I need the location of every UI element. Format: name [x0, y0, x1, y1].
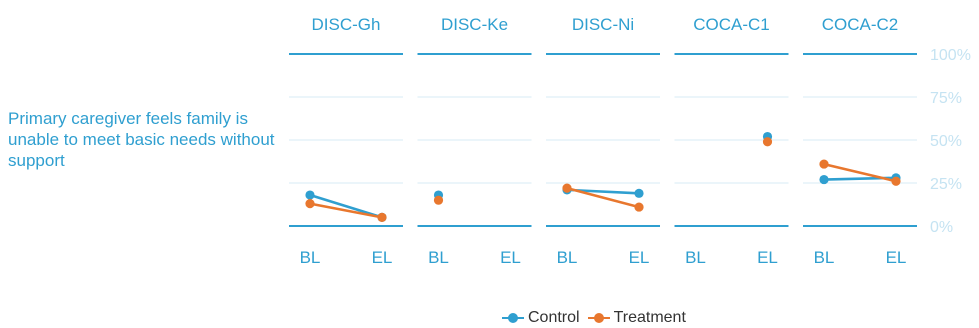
legend-item-treatment: Treatment	[587, 309, 686, 327]
series-line-treatment	[823, 162, 897, 183]
legend-label-treatment: Treatment	[613, 309, 686, 326]
x-tick-label: EL	[500, 248, 521, 267]
facet-title-disc-ni: DISC-Ni	[572, 15, 634, 34]
data-point-control	[305, 190, 315, 200]
row-label: Primary caregiver feels family is unable…	[8, 109, 275, 170]
y-tick-label: 25%	[930, 176, 962, 193]
x-tick-label: BL	[300, 248, 321, 267]
facet-title-disc-ke: DISC-Ke	[441, 15, 508, 34]
data-point-treatment	[762, 137, 773, 147]
x-tick-label: BL	[685, 248, 706, 267]
x-tick-label: EL	[886, 248, 907, 267]
y-tick-label: 100%	[930, 47, 971, 64]
data-point-treatment	[433, 195, 444, 205]
data-point-treatment	[377, 212, 387, 222]
legend-label-control: Control	[528, 309, 580, 326]
x-tick-label: BL	[428, 248, 449, 267]
x-tick-label: BL	[557, 248, 578, 267]
legend-key-control	[502, 312, 524, 324]
x-tick-label: EL	[372, 248, 393, 267]
facet-title-coca-c1: COCA-C1	[693, 15, 770, 34]
data-point-treatment	[634, 202, 644, 212]
data-point-treatment	[819, 159, 829, 169]
x-tick-label: EL	[757, 248, 778, 267]
data-point-treatment	[891, 176, 901, 186]
legend: Control Treatment	[502, 309, 694, 327]
series-line-treatment	[309, 202, 383, 219]
data-point-control	[819, 174, 829, 185]
series-line-control	[309, 193, 383, 219]
legend-item-control: Control	[502, 309, 580, 327]
facet-title-coca-c2: COCA-C2	[822, 15, 899, 34]
series-line-treatment	[566, 186, 640, 209]
x-tick-label: EL	[629, 248, 650, 267]
y-tick-label: 0%	[930, 219, 953, 236]
facet-title-disc-gh: DISC-Gh	[312, 15, 381, 34]
data-point-treatment	[562, 183, 572, 193]
data-point-control	[634, 188, 644, 198]
x-tick-label: BL	[814, 248, 835, 267]
y-tick-label: 50%	[930, 133, 962, 150]
y-tick-label: 75%	[930, 90, 962, 107]
data-point-treatment	[305, 199, 315, 209]
legend-key-treatment	[587, 312, 610, 324]
